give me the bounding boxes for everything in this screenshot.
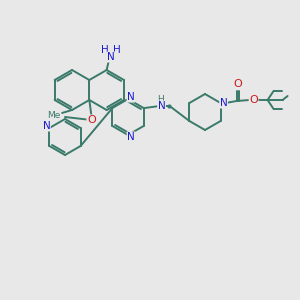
Text: H: H [113,45,121,55]
Text: H: H [157,95,164,104]
Text: O: O [87,115,96,125]
Text: Me: Me [47,110,61,119]
Text: O: O [233,79,242,89]
Text: N: N [127,132,135,142]
Text: N: N [43,121,50,131]
Text: O: O [249,95,258,105]
Text: N: N [220,98,227,108]
Text: H: H [101,45,109,55]
Text: N: N [127,92,135,102]
Text: N: N [158,101,166,111]
Text: N: N [107,52,115,62]
